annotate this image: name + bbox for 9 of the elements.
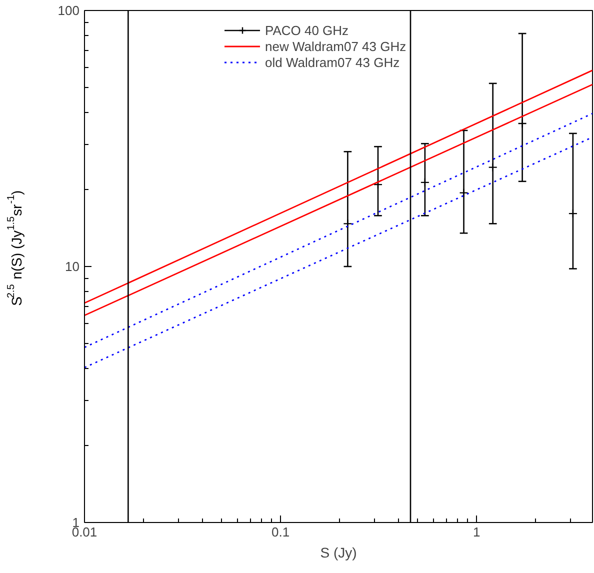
legend-label: old Waldram07 43 GHz <box>265 54 400 70</box>
x-tick-label: 0.1 <box>272 524 290 540</box>
legend-label: PACO 40 GHz <box>265 22 349 38</box>
x-tick-label: 1 <box>473 524 480 540</box>
legend-label: new Waldram07 43 GHz <box>265 38 406 54</box>
y-tick-label: 100 <box>58 3 80 18</box>
y-axis-title: S2.5 n(S) (Jy1.5sr-1) <box>6 190 24 306</box>
y-tick-label: 10 <box>65 259 80 274</box>
x-axis-title: S (Jy) <box>320 544 357 560</box>
